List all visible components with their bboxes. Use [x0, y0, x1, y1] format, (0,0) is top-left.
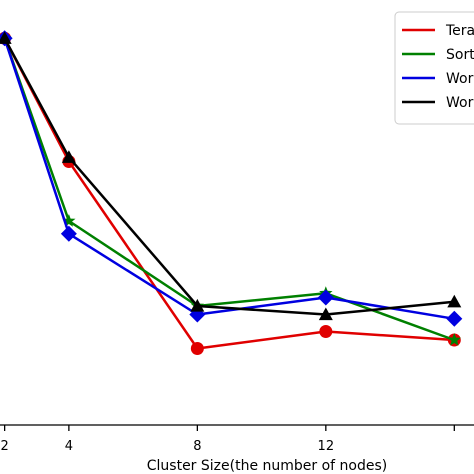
data-point [190, 342, 204, 355]
legend: Tera Sort Wor Wor [394, 11, 474, 125]
x-axis-label: Cluster Size(the number of nodes) [147, 458, 388, 474]
series-0 [0, 31, 461, 355]
series-line [3, 37, 455, 342]
data-point [190, 299, 205, 312]
data-point [0, 31, 12, 44]
x-tick-label: 8 [193, 439, 201, 454]
data-point [317, 289, 334, 306]
series-2 [0, 30, 463, 327]
legend-box [394, 11, 474, 125]
data-point [61, 150, 76, 163]
x-tick-label: 12 [318, 439, 335, 454]
series-layer [0, 30, 463, 355]
data-point [318, 307, 333, 321]
data-point [447, 333, 461, 346]
data-point [447, 294, 462, 308]
data-point [62, 214, 76, 227]
legend-label: Sort [446, 47, 474, 63]
series-line [3, 37, 455, 321]
legend-label: Wor [446, 71, 474, 87]
legend-label: Tera [445, 23, 474, 39]
axes: 2 4 8 12 [0, 424, 474, 454]
data-point [319, 325, 333, 338]
x-tick-label: 2 [0, 439, 8, 454]
x-tick-label: 4 [65, 439, 73, 454]
series-3 [0, 31, 462, 321]
data-point [446, 310, 463, 327]
series-line [3, 37, 455, 316]
series-1 [0, 31, 461, 346]
legend-label: Wor [446, 95, 474, 111]
data-point [60, 225, 77, 242]
